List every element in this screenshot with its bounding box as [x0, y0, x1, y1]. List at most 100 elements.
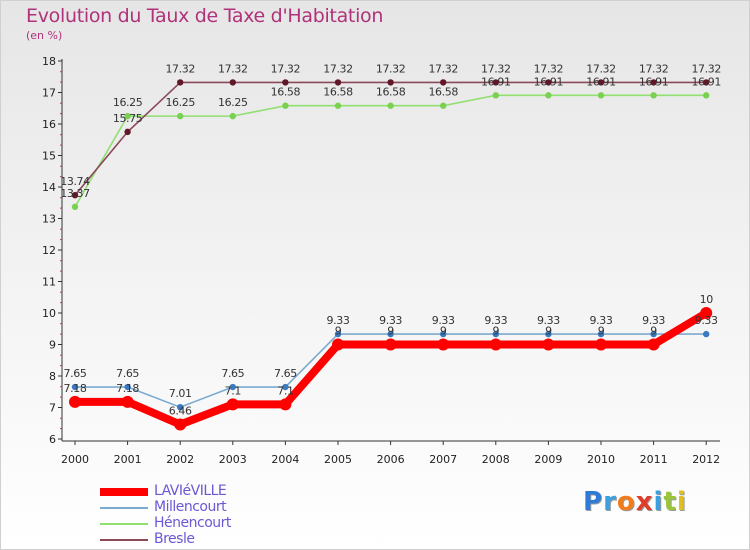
data-point-millencourt: [71, 383, 79, 391]
data-label-bresle: 17.32: [534, 62, 564, 75]
data-point-laviville: [700, 307, 713, 319]
data-label-laviville: 10: [700, 293, 714, 306]
x-tick-label: 2003: [219, 453, 247, 466]
data-label-bresle: 17.32: [639, 62, 669, 75]
data-label-bresle: 17.32: [586, 62, 616, 75]
data-label-hnencourt: 16.91: [586, 75, 616, 88]
data-point-millencourt: [440, 330, 447, 338]
series-line-hnencourt: [74, 94, 708, 208]
x-tick-label: 2009: [534, 453, 562, 466]
data-label-millencourt: 9.33: [695, 314, 718, 327]
logo-letter: i: [676, 487, 687, 517]
data-label-hnencourt: 16.58: [428, 86, 458, 99]
data-point-bresle: [703, 79, 710, 86]
y-tick-label: 18: [42, 55, 56, 68]
data-point-millencourt: [229, 383, 236, 391]
chart-subtitle: (en %): [26, 29, 63, 42]
data-label-laviville: 9: [598, 325, 605, 338]
x-tick-label: 2004: [271, 453, 299, 466]
data-point-bresle: [650, 79, 657, 86]
data-point-laviville: [647, 338, 660, 351]
data-label-millencourt: 7.01: [169, 387, 192, 400]
data-point-millencourt: [124, 383, 131, 391]
x-tick-label: 2006: [377, 453, 405, 466]
legend-swatch-henencourt: [100, 523, 148, 525]
data-point-laviville: [121, 395, 134, 408]
data-label-millencourt: 9.33: [537, 314, 560, 327]
data-point-millencourt: [597, 330, 605, 338]
data-point-millencourt: [177, 403, 184, 411]
x-tick-label: 2008: [482, 453, 510, 466]
legend-item-lavieville: LAVIéVILLE: [100, 483, 360, 500]
x-tick-label: 2005: [324, 453, 352, 466]
data-point-hnencourt: [177, 112, 184, 120]
data-label-hnencourt: 16.91: [639, 75, 669, 88]
data-point-laviville: [384, 338, 397, 351]
data-point-laviville: [595, 338, 607, 351]
data-label-millencourt: 9.33: [327, 314, 350, 327]
data-point-laviville: [69, 395, 81, 408]
data-label-bresle: 17.32: [481, 62, 511, 75]
legend-label-lavieville: LAVIéVILLE: [154, 483, 227, 499]
legend-item-millencourt: Millencourt: [100, 499, 360, 516]
data-label-hnencourt: 16.58: [271, 86, 301, 99]
legend-swatch-millencourt: [100, 507, 148, 509]
data-label-millencourt: 7.65: [116, 367, 139, 380]
data-label-laviville: 7.1: [225, 384, 241, 397]
data-point-hnencourt: [334, 102, 342, 109]
data-label-laviville: 9: [492, 325, 499, 338]
data-label-millencourt: 9.33: [484, 314, 507, 327]
data-point-hnencourt: [492, 92, 499, 99]
data-label-bresle: 17.32: [218, 62, 248, 75]
data-label-laviville: 7.18: [64, 382, 87, 395]
legend-item-bresle: Bresle: [100, 531, 360, 548]
legend-label-millencourt: Millencourt: [154, 499, 227, 515]
y-tick-label: 15: [42, 150, 56, 163]
y-tick-label: 11: [42, 276, 56, 289]
logo-letter: t: [663, 487, 677, 517]
legend-item-henencourt: Hénencourt: [100, 515, 360, 532]
chart-data-labels: 7.18 7.18 6.46 7.1 7.1 9 9 9 9 9 9 9 10 7.65 7.65 7.01 7…: [60, 62, 721, 417]
data-label-laviville: 9: [650, 325, 657, 338]
data-label-bresle: 15.75: [113, 112, 143, 125]
data-point-hnencourt: [545, 92, 552, 99]
chart-legend: LAVIéVILLE Millencourt Hénencourt Bresle: [100, 483, 360, 548]
data-point-millencourt: [650, 330, 657, 338]
data-point-laviville: [542, 338, 555, 351]
data-point-bresle: [71, 191, 79, 199]
data-point-bresle: [334, 79, 342, 86]
x-tick-label: 2012: [692, 453, 720, 466]
data-label-hnencourt: 13.37: [60, 187, 90, 200]
x-tick-label: 2000: [61, 453, 89, 466]
data-label-laviville: 9: [545, 325, 552, 338]
logo-letter: r: [603, 487, 617, 517]
y-tick-label: 6: [49, 433, 56, 446]
data-point-hnencourt: [71, 203, 79, 211]
x-tick-label: 2011: [640, 453, 668, 466]
data-point-bresle: [282, 79, 289, 86]
data-label-bresle: 17.32: [323, 62, 353, 75]
y-tick-label: 16: [42, 118, 56, 131]
data-point-bresle: [597, 79, 605, 86]
data-label-hnencourt: 16.25: [113, 96, 143, 109]
data-label-hnencourt: 16.25: [165, 96, 195, 109]
data-label-laviville: 9: [335, 325, 342, 338]
legend-swatch-lavieville: [100, 488, 148, 496]
data-label-hnencourt: 16.91: [481, 75, 511, 88]
data-label-millencourt: 9.33: [590, 314, 613, 327]
logo-letter: i: [653, 487, 664, 517]
data-label-millencourt: 9.33: [379, 314, 402, 327]
y-tick-label: 10: [42, 307, 56, 320]
data-label-bresle: 17.32: [271, 62, 301, 75]
y-tick-label: 17: [42, 87, 56, 100]
data-label-hnencourt: 16.58: [323, 86, 353, 99]
data-point-bresle: [440, 79, 447, 86]
data-label-hnencourt: 16.91: [534, 75, 564, 88]
data-point-millencourt: [492, 330, 499, 338]
data-point-hnencourt: [703, 92, 710, 99]
chart-title: Evolution du Taux de Taxe d'Habitation: [26, 5, 384, 27]
data-label-laviville: 7.1: [277, 384, 293, 397]
y-tick-label: 8: [49, 370, 56, 383]
x-tick-label: 2002: [166, 453, 194, 466]
